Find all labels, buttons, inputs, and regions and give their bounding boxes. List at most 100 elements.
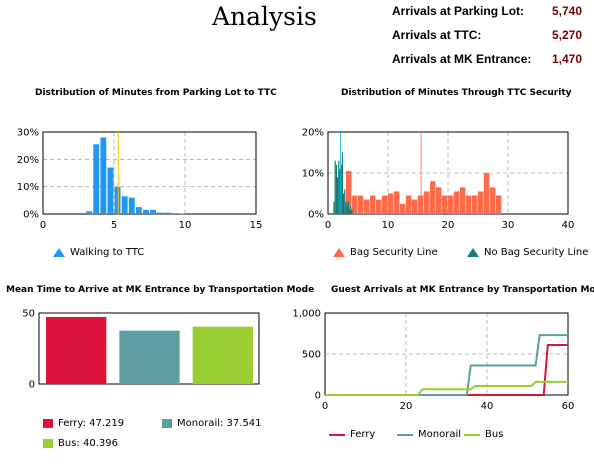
- mean-bar-monorail: [119, 330, 180, 384]
- walking-bar: [121, 196, 128, 214]
- bus-line-swatch: [464, 433, 480, 436]
- nobag-line-bar: [339, 168, 341, 214]
- bag-line-bar: [388, 193, 394, 214]
- bag-line-bar: [346, 170, 352, 214]
- y-tick-label: 0%: [23, 210, 39, 221]
- monorail-line-swatch: [397, 433, 413, 436]
- legend-label: Ferry: [350, 429, 376, 440]
- metric-label: Arrivals at Parking Lot:: [392, 4, 525, 18]
- bus-swatch: [43, 439, 53, 448]
- x-tick-label: 0: [40, 220, 46, 231]
- legend-label: Walking to TTC: [70, 247, 145, 258]
- walking-bar: [128, 197, 135, 214]
- y-tick-label: 1,000: [292, 309, 321, 320]
- nobag-line-bar: [347, 201, 349, 214]
- legend-label: Monorail: [418, 429, 461, 440]
- y-tick-label: 20%: [17, 155, 39, 166]
- mean-bar-ferry: [46, 316, 107, 384]
- bag-line-bar: [424, 191, 430, 214]
- mean-bar-bus: [192, 326, 253, 384]
- walking-bar: [86, 211, 93, 214]
- bag-line-bar: [484, 173, 490, 214]
- bag-line-bar: [466, 195, 472, 214]
- nobag-line-bar: [334, 160, 336, 214]
- legend-label: No Bag Security Line: [484, 247, 589, 258]
- x-tick-label: 20: [400, 401, 413, 412]
- x-tick-label: 5: [111, 220, 117, 231]
- nobag-line-bar: [350, 205, 352, 214]
- walking-bar: [135, 207, 142, 214]
- ferry-line: [325, 344, 568, 396]
- metric-label: Arrivals at MK Entrance:: [392, 52, 532, 66]
- walking-bar: [178, 213, 185, 214]
- nobag-line-bar: [343, 193, 345, 214]
- x-tick-label: 30: [502, 220, 515, 231]
- legend-monorail-line: Monorail: [397, 429, 461, 440]
- metric-parking-lot: Arrivals at Parking Lot: 5,740: [392, 4, 582, 28]
- nobag-legend-icon: [467, 248, 479, 257]
- walking-bar: [100, 137, 107, 214]
- x-tick-label: 0: [325, 220, 331, 231]
- y-tick-label: 30%: [17, 128, 39, 139]
- bag-line-bar: [460, 187, 466, 214]
- legend-walking: Walking to TTC: [53, 247, 144, 258]
- metric-ttc: Arrivals at TTC: 5,270: [392, 28, 582, 52]
- nobag-line-bar: [351, 209, 353, 214]
- mean-chart: 0 50: [22, 309, 260, 391]
- metric-value: 5,270: [551, 28, 582, 42]
- walking-bar: [171, 213, 178, 214]
- walking-bar: [157, 212, 164, 214]
- legend-label: Bag Security Line: [350, 247, 438, 258]
- page-title: Analysis: [212, 2, 317, 31]
- x-tick-label: 40: [562, 220, 575, 231]
- ttc-chart: 0% 10% 20% 0 10 20 30 40: [302, 128, 575, 232]
- legend-ferry-line: Ferry: [329, 429, 375, 440]
- bag-line-bar: [394, 191, 400, 214]
- y-tick-label: 0: [29, 380, 35, 391]
- bag-line-bar: [478, 191, 484, 214]
- nobag-line-bar: [337, 177, 339, 214]
- monorail-swatch: [162, 419, 172, 428]
- bag-line-bar: [436, 187, 442, 214]
- y-tick-label: 10%: [17, 182, 39, 193]
- nobag-line-bar: [345, 201, 347, 214]
- ferry-swatch: [43, 419, 53, 428]
- bag-line-bar: [454, 191, 460, 214]
- bag-line-bar: [448, 195, 454, 214]
- bag-line-bar: [412, 199, 418, 214]
- nobag-line-bar: [341, 152, 343, 214]
- metric-mk-entrance: Arrivals at MK Entrance: 1,470: [392, 52, 582, 76]
- legend-nobag: No Bag Security Line: [467, 247, 588, 258]
- metric-value: 5,740: [551, 4, 582, 18]
- walking-bar: [107, 167, 114, 214]
- legend-label: Bus: 40.396: [58, 438, 118, 449]
- nobag-line-bar: [346, 205, 348, 214]
- bag-line-bar: [430, 181, 436, 214]
- mean-chart-title: Mean Time to Arrive at MK Entrance by Tr…: [6, 285, 315, 295]
- ttc-chart-title: Distribution of Minutes Through TTC Secu…: [341, 88, 572, 98]
- y-tick-label: 0: [315, 391, 321, 402]
- walking-bar: [114, 186, 121, 214]
- y-tick-label: 0%: [308, 210, 324, 221]
- legend-bag: Bag Security Line: [333, 247, 438, 258]
- x-tick-label: 40: [481, 401, 494, 412]
- walking-bar: [143, 209, 149, 214]
- metrics-panel: Arrivals at Parking Lot: 5,740 Arrivals …: [392, 4, 582, 76]
- bag-legend-icon: [333, 248, 345, 257]
- nobag-line-bar: [340, 164, 342, 214]
- ferry-line-swatch: [329, 433, 345, 436]
- nobag-line-bar: [344, 189, 346, 214]
- y-tick-label: 50: [22, 309, 35, 320]
- legend-monorail: Monorail: 37.541: [162, 418, 262, 429]
- bag-line-bar: [400, 203, 406, 214]
- arrivals-chart-title: Guest Arrivals at MK Entrance by Transpo…: [331, 285, 594, 295]
- x-tick-label: 20: [442, 220, 455, 231]
- bag-line-bar: [490, 187, 496, 214]
- legend-bus-line: Bus: [464, 429, 503, 440]
- y-tick-label: 500: [302, 350, 321, 361]
- legend-label: Bus: [485, 429, 504, 440]
- bag-line-bar: [352, 195, 358, 214]
- nobag-line-bar: [338, 160, 340, 214]
- nobag-line-bar: [335, 164, 337, 214]
